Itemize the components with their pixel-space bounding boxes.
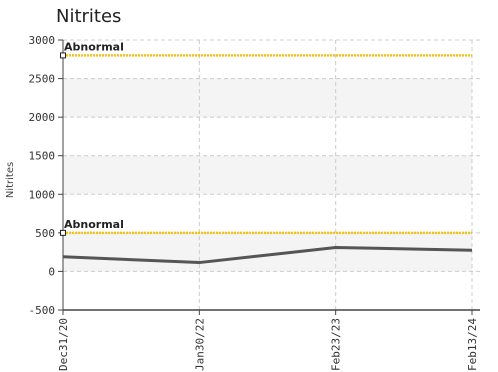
x-tick-label: Jan30/22	[193, 318, 206, 371]
background-band	[63, 232, 472, 272]
y-tick-label: -500	[29, 304, 56, 317]
y-tick-label: 2000	[29, 111, 56, 124]
x-tick-label: Dec31/20	[57, 318, 70, 371]
y-tick-label: 1500	[29, 150, 56, 163]
y-tick-label: 500	[35, 227, 55, 240]
threshold-lines: Abnormal Abnormal	[60, 40, 472, 236]
y-tick-label: 2500	[29, 73, 56, 86]
threshold-marker	[60, 229, 66, 236]
threshold-marker	[60, 52, 66, 59]
threshold-label: Abnormal	[64, 40, 124, 53]
x-tick-label: Feb23/23	[330, 318, 343, 371]
background-band	[63, 78, 472, 118]
axes	[58, 39, 480, 315]
chart-title: Nitrites	[56, 6, 122, 27]
tick-labels: -500 0 500 1000 1500 2000 2500 3000 Dec31/20 Jan3…	[5, 34, 479, 371]
threshold-label: Abnormal	[64, 218, 124, 231]
background-bands	[63, 78, 472, 272]
series-lines	[62, 246, 473, 265]
y-tick-label: 0	[48, 265, 55, 278]
series-line	[62, 246, 473, 265]
x-tick-label: Feb13/24	[466, 318, 479, 371]
y-axis-label: Nitrites	[5, 162, 16, 198]
y-tick-label: 1000	[29, 188, 56, 201]
background-band	[63, 155, 472, 195]
y-tick-label: 3000	[29, 34, 56, 47]
